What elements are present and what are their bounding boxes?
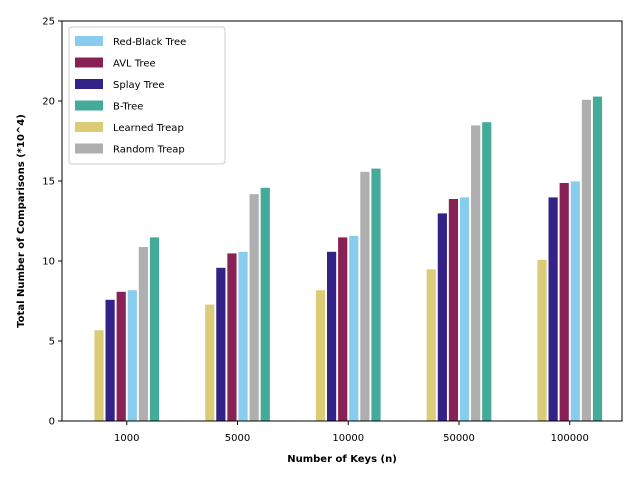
legend-swatch: [75, 100, 103, 111]
legend-label: Splay Tree: [113, 80, 165, 91]
legend-label: Learned Treap: [113, 123, 184, 134]
legend-label: Red-Black Tree: [113, 37, 186, 48]
bar-red-black-tree-50000: [459, 196, 470, 422]
bar-random-treap-50000: [470, 124, 482, 422]
bar-random-treap-100000: [581, 99, 592, 422]
bar-random-treap-1000: [137, 246, 149, 422]
legend-label: B-Tree: [113, 102, 143, 113]
x-axis-title: Number of Keys (n): [287, 454, 397, 465]
bar-red-black-tree-100000: [569, 180, 581, 422]
legend-swatch: [75, 122, 103, 132]
bar-b-tree-100000: [592, 95, 603, 422]
legend-swatch: [75, 36, 103, 46]
bar-splay-tree-50000: [436, 212, 448, 422]
bar-red-black-tree-5000: [237, 250, 249, 422]
legend: Red-Black Tree AVL Tree Splay Tree B-Tree Le…: [68, 26, 226, 165]
bar-red-black-tree-1000: [126, 289, 138, 422]
y-axis-title: Total Number of Comparisons (*10^4): [16, 114, 27, 328]
x-tick-label: 5000: [225, 433, 250, 444]
bar-splay-tree-100000: [547, 196, 559, 422]
bar-learned-treap-1000: [93, 329, 105, 422]
y-tick-label: 0: [49, 417, 55, 428]
bar-avl-tree-50000: [448, 198, 459, 422]
legend-swatch: [75, 79, 103, 89]
x-axis-ticks: 1000 5000 10000 50000 100000: [114, 421, 589, 444]
bar-b-tree-10000: [370, 167, 382, 422]
bar-b-tree-50000: [481, 121, 493, 422]
y-tick-label: 25: [42, 17, 55, 28]
bar-b-tree-1000: [149, 236, 160, 422]
bar-learned-treap-50000: [425, 268, 437, 422]
x-tick-label: 10000: [332, 433, 364, 444]
y-tick-label: 20: [42, 97, 55, 108]
y-axis-ticks: 0 5 10 15 20 25: [42, 17, 62, 428]
x-tick-label: 100000: [551, 433, 589, 444]
bar-learned-treap-5000: [204, 303, 216, 422]
legend-label: Random Treap: [113, 145, 185, 156]
legend-swatch: [75, 57, 103, 68]
bar-learned-treap-100000: [536, 258, 548, 422]
bar-splay-tree-5000: [215, 266, 227, 422]
bar-random-treap-10000: [359, 170, 371, 422]
bar-splay-tree-10000: [326, 250, 338, 422]
bar-red-black-tree-10000: [348, 234, 360, 422]
legend-swatch: [75, 143, 103, 154]
bar-learned-treap-10000: [315, 289, 326, 422]
x-tick-label: 50000: [443, 433, 475, 444]
y-tick-label: 5: [49, 337, 55, 348]
bar-splay-tree-1000: [104, 298, 116, 422]
bar-avl-tree-100000: [558, 182, 570, 422]
bars-layer: [93, 95, 603, 422]
plot-frame: [61, 20, 623, 422]
legend-label: AVL Tree: [113, 59, 156, 70]
bar-avl-tree-1000: [115, 290, 127, 422]
bar-avl-tree-10000: [337, 236, 349, 422]
bar-b-tree-5000: [259, 186, 271, 422]
x-tick-label: 1000: [114, 433, 139, 444]
y-tick-label: 15: [42, 177, 55, 188]
legend-box: [68, 26, 226, 165]
bar-avl-tree-5000: [226, 252, 238, 422]
bar-random-treap-5000: [248, 193, 260, 422]
y-tick-label: 10: [42, 257, 55, 268]
